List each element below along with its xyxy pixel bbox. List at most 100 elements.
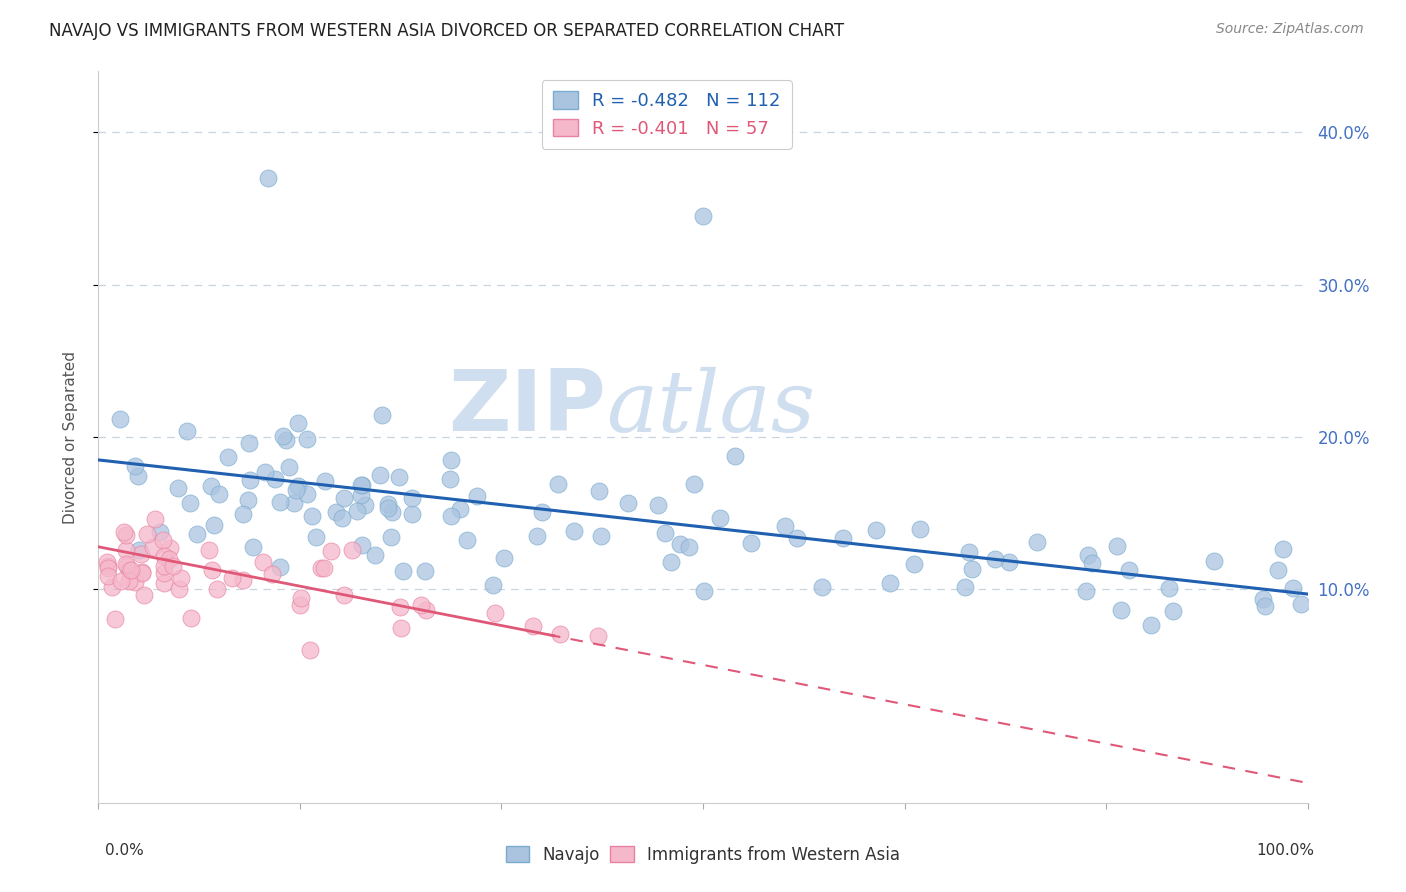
Point [205,582,228,597]
Point [170,571,193,585]
Point [350,488,373,502]
Point [97,558,120,573]
Point [153,575,176,590]
Point [616,496,638,510]
Point [269,494,291,508]
Point [724,449,747,463]
Point [389,600,412,615]
Point [117,574,139,588]
Point [1109,603,1132,617]
Point [254,466,277,480]
Point [692,209,714,223]
Point [124,575,146,590]
Point [305,529,328,543]
Point [239,473,262,487]
Point [340,543,363,558]
Point [482,577,505,591]
Legend: Navajo, Immigrants from Western Asia: Navajo, Immigrants from Western Asia [499,839,907,871]
Point [127,469,149,483]
Point [217,450,239,464]
Point [440,452,463,467]
Point [586,629,609,643]
Point [319,544,342,558]
Point [364,549,387,563]
Point [198,543,221,558]
Point [157,551,180,566]
Point [953,580,976,594]
Point [290,591,312,606]
Point [152,533,174,547]
Point [879,576,901,591]
Point [115,543,138,558]
Point [401,491,423,506]
Point [232,508,254,522]
Point [1202,554,1225,568]
Point [440,509,463,524]
Point [299,643,322,657]
Point [129,547,152,561]
Point [110,574,132,588]
Point [97,561,120,575]
Point [683,476,706,491]
Point [647,498,669,512]
Point [104,612,127,626]
Point [1253,591,1275,606]
Point [1081,556,1104,570]
Point [354,498,377,512]
Point [832,532,855,546]
Point [285,483,308,497]
Point [309,561,332,575]
Point [389,621,412,635]
Point [221,571,243,585]
Point [380,530,402,544]
Point [740,536,762,550]
Point [392,564,415,578]
Point [269,559,291,574]
Point [200,479,222,493]
Point [124,458,146,473]
Point [547,476,569,491]
Point [350,477,373,491]
Point [295,432,318,446]
Point [810,580,832,594]
Point [401,508,423,522]
Point [263,472,285,486]
Point [381,505,404,519]
Point [201,563,224,577]
Point [283,496,305,510]
Point [159,541,181,555]
Point [1140,617,1163,632]
Point [131,565,153,579]
Point [439,472,461,486]
Point [134,588,156,602]
Point [350,478,373,492]
Point [368,468,391,483]
Point [232,573,254,587]
Point [562,524,585,538]
Point [314,561,336,575]
Point [252,555,274,569]
Point [96,555,118,569]
Point [773,518,796,533]
Point [411,599,433,613]
Point [908,522,931,536]
Point [180,611,202,625]
Point [262,566,284,581]
Text: NAVAJO VS IMMIGRANTS FROM WESTERN ASIA DIVORCED OR SEPARATED CORRELATION CHART: NAVAJO VS IMMIGRANTS FROM WESTERN ASIA D… [49,22,845,40]
Point [998,554,1021,568]
Point [526,529,548,543]
Point [236,492,259,507]
Point [333,491,356,505]
Point [330,510,353,524]
Point [709,511,731,525]
Point [591,529,613,543]
Point [295,487,318,501]
Point [388,469,411,483]
Point [108,412,131,426]
Point [693,583,716,598]
Point [278,459,301,474]
Point [118,563,141,577]
Point [202,518,225,533]
Point [1157,581,1180,595]
Text: 0.0%: 0.0% [105,843,145,858]
